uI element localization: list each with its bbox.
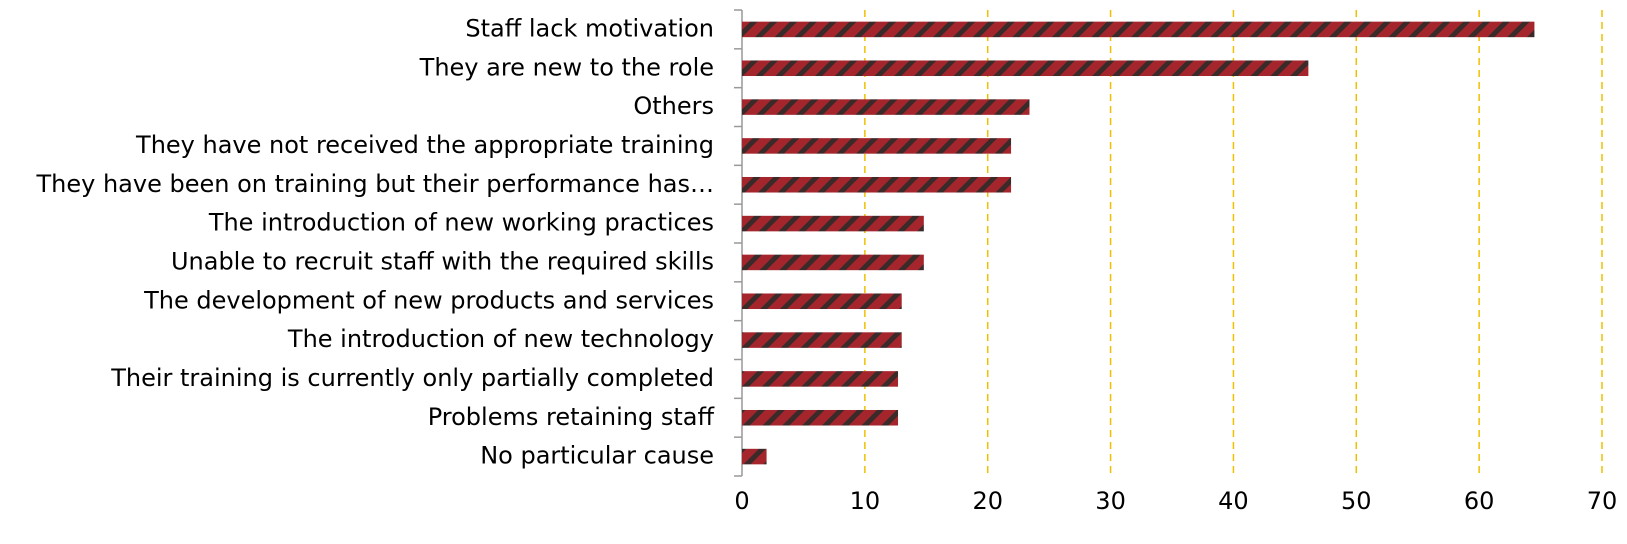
- bar: [742, 99, 1030, 115]
- x-tick-label: 40: [1218, 487, 1249, 515]
- y-tick-label: Problems retaining staff: [428, 403, 715, 431]
- x-tick-label: 70: [1587, 487, 1618, 515]
- x-tick-label: 60: [1464, 487, 1495, 515]
- y-tick-label: Their training is currently only partial…: [110, 364, 714, 392]
- y-tick-label: Others: [633, 92, 714, 120]
- x-tick-label: 10: [850, 487, 881, 515]
- x-tick-label: 30: [1095, 487, 1126, 515]
- y-tick-label: The introduction of new working practice…: [208, 209, 714, 237]
- bar: [742, 138, 1012, 154]
- bar: [742, 215, 924, 232]
- y-tick-label: No particular cause: [480, 442, 714, 470]
- x-tick-label: 20: [972, 487, 1003, 515]
- x-tick-label: 0: [734, 487, 749, 515]
- bar: [742, 293, 902, 310]
- bar: [742, 21, 1535, 38]
- y-tick-label: Staff lack motivation: [465, 14, 714, 42]
- y-tick-label: Unable to recruit staff with the require…: [171, 247, 714, 275]
- bar: [742, 448, 767, 465]
- y-tick-label: They are new to the role: [419, 53, 714, 81]
- bar: [742, 409, 899, 426]
- bar: [742, 176, 1012, 193]
- y-tick-label: The development of new products and serv…: [143, 286, 714, 314]
- bar: [742, 254, 924, 271]
- bar: [742, 371, 899, 387]
- y-tick-label: The introduction of new technology: [287, 325, 714, 353]
- y-tick-label: They have not received the appropriate t…: [135, 131, 714, 159]
- x-tick-label: 50: [1341, 487, 1372, 515]
- y-tick-label: They have been on training but their per…: [35, 170, 714, 198]
- bar: [742, 60, 1309, 77]
- bar: [742, 332, 902, 348]
